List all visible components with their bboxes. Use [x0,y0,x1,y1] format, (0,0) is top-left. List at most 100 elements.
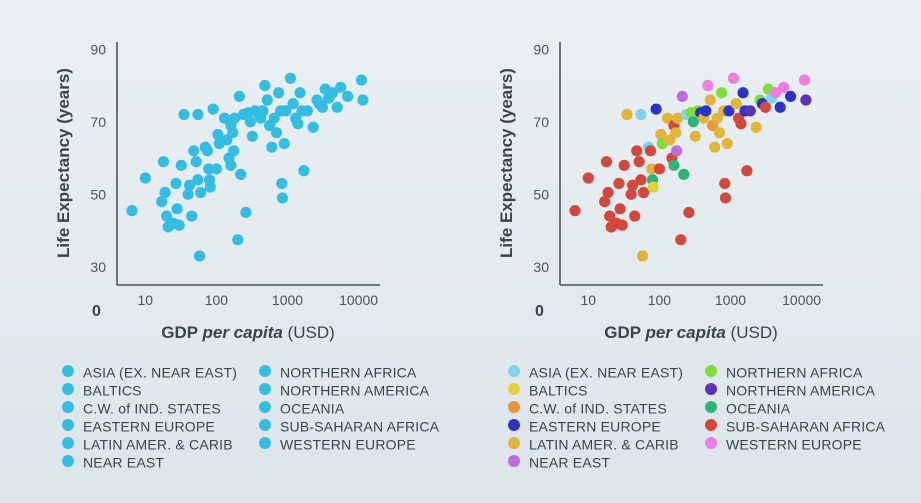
right-scatter-chart: 10 100 1000 10000 30 50 70 90 0 GDP per capita … [497,41,823,342]
legend-label: SUB-SAHARAN AFRICA [280,417,440,434]
data-point [246,130,258,142]
data-point [287,98,299,110]
y-tick-label: 30 [90,259,106,275]
data-point [653,163,665,175]
data-point [276,177,288,190]
data-point [737,87,749,99]
data-point [307,121,319,133]
data-point [228,145,240,157]
legend-marker [508,454,520,467]
y-tick-label: 50 [90,186,106,202]
legend-label: LATIN AMER. & CARIB [83,435,233,452]
data-point [778,81,790,93]
legend-marker [705,418,717,431]
legend-item-asia: ASIA (EX. NEAR EAST) [508,362,683,380]
data-point [616,219,628,231]
x-tick-label: 100 [205,292,229,308]
y-axis-title: Life Expectancy (years) [54,68,73,258]
data-point [647,181,659,193]
data-point [331,101,343,113]
data-point [235,168,247,180]
legend-item-asia: ASIA (EX. NEAR EAST) [62,362,237,380]
y-tick-label: 90 [533,41,549,57]
data-point [266,141,278,153]
data-point [298,165,310,177]
legend-item-ssafrica: SUB-SAHARAN AFRICA [705,416,885,434]
legend-marker [705,365,717,378]
x-axis-title-part1: GDP [604,323,645,342]
data-point [704,94,716,106]
legend-item-latam: LATIN AMER. & CARIB [508,434,679,452]
legend-label: ASIA (EX. NEAR EAST) [529,364,684,381]
data-point [687,116,699,128]
legend-label: EASTERN EUROPE [83,417,215,434]
x-tick-label: 10000 [782,292,821,308]
legend-label: OCEANIA [726,400,791,417]
data-point [357,94,369,106]
data-point [633,156,645,168]
legend-marker [705,383,717,396]
data-point [719,192,732,204]
legend-item-neareast: NEAR EAST [62,452,164,470]
data-point [709,141,721,153]
data-point [170,177,182,190]
data-point [270,127,283,139]
data-point [280,105,292,117]
data-point [225,159,237,171]
legend-marker [259,436,271,449]
data-point [671,145,683,157]
data-point [139,172,151,184]
data-point [671,112,684,124]
data-point [259,79,271,92]
points-group [569,72,812,262]
legend-item-eeurope: EASTERN EUROPE [508,416,661,434]
legend-label: EASTERN EUROPE [529,417,661,434]
data-point [182,188,194,200]
x-tick-label: 1000 [272,292,303,308]
legend-item-namerica: NORTHERN AMERICA [705,380,875,398]
legend-marker [259,401,271,414]
y-tick-label: 70 [90,114,106,130]
legend-marker [705,401,717,414]
legend-item-baltics: BALTICS [62,380,142,398]
plot-area [559,42,823,286]
data-point [635,108,647,121]
data-point [173,219,185,231]
data-point [218,112,231,124]
data-point [727,72,740,84]
legend-label: NORTHERN AMERICA [280,382,430,399]
data-point [741,165,753,177]
origin-label: 0 [535,303,544,320]
legend-marker [508,365,520,378]
legend-label: NORTHERN AFRICA [726,364,863,381]
data-point [702,79,714,92]
x-axis-title-part2: per capita [645,323,726,342]
legend-label: OCEANIA [280,400,345,417]
data-point [257,105,269,117]
data-point [800,94,812,106]
legend-label: BALTICS [529,382,588,399]
legend-item-baltics: BALTICS [508,380,588,398]
data-point [636,250,649,262]
points-group [126,72,369,262]
data-point [240,206,252,219]
data-point [161,210,173,222]
data-point [192,174,204,186]
legend-marker [259,418,271,431]
data-point [614,203,626,215]
data-point [210,163,222,175]
legend-item-weurope: WESTERN EUROPE [705,434,862,452]
x-axis-title-part2: per capita [202,323,283,342]
data-point [186,210,198,222]
data-point [316,101,329,113]
data-point [582,172,594,184]
data-point [341,90,354,103]
legend-item-nafrica: NORTHERN AFRICA [705,362,863,380]
data-point [759,101,772,113]
data-point [326,87,339,99]
legend-label: C.W. of IND. STATES [529,400,667,417]
data-point [638,186,650,199]
data-point [355,74,368,86]
data-point [600,156,613,168]
data-point [599,195,611,208]
